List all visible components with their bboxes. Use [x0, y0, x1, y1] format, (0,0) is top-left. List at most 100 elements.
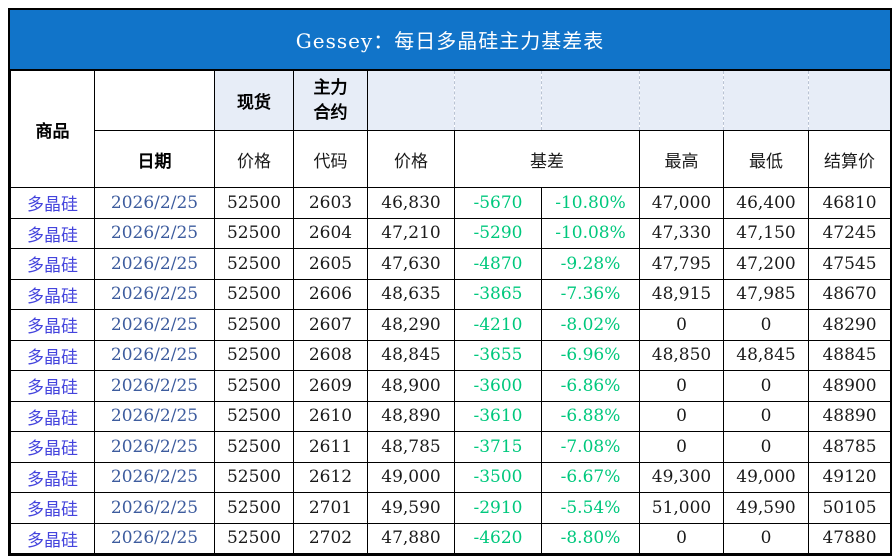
cell-main-price: 49,000 — [367, 461, 455, 493]
cell-commodity: 多晶硅 — [10, 461, 95, 493]
cell-main-price: 48,890 — [367, 400, 455, 432]
cell-high: 49,300 — [639, 461, 724, 493]
cell-low: 0 — [723, 431, 809, 463]
header-merged-blank-4 — [639, 70, 724, 131]
table-row: 多晶硅 2026/2/25 52500 2603 46,830 -5670 -1… — [10, 187, 891, 219]
cell-contract-code: 2603 — [293, 187, 368, 219]
cell-contract-code: 2606 — [293, 278, 368, 310]
header-empty-cell — [94, 70, 215, 131]
cell-low: 49,000 — [723, 461, 809, 493]
cell-commodity: 多晶硅 — [10, 217, 95, 249]
header-row-2: 日期 价格 代码 价格 基差 最高 最低 结算价 — [11, 130, 891, 188]
header-main-price: 价格 — [367, 130, 455, 188]
cell-main-price: 48,845 — [367, 339, 455, 371]
cell-basis: -3500 — [454, 461, 542, 493]
cell-commodity: 多晶硅 — [10, 522, 95, 554]
cell-spot-price: 52500 — [214, 309, 294, 341]
cell-basis-pct: -6.88% — [541, 400, 640, 432]
header-row-1: 商品 现货 主力合约 — [10, 70, 891, 188]
cell-basis-pct: -6.67% — [541, 461, 640, 493]
cell-high: 47,330 — [639, 217, 724, 249]
cell-basis-pct: -7.36% — [541, 278, 640, 310]
cell-basis: -3715 — [454, 431, 542, 463]
cell-basis: -3610 — [454, 400, 542, 432]
cell-contract-code: 2609 — [293, 370, 368, 402]
header-basis: 基差 — [454, 130, 640, 188]
table-row: 多晶硅 2026/2/25 52500 2604 47,210 -5290 -1… — [10, 217, 891, 249]
cell-basis-pct: -10.08% — [541, 217, 640, 249]
cell-high: 0 — [639, 370, 724, 402]
header-merged-blank-2 — [454, 70, 542, 131]
cell-main-price: 49,590 — [367, 492, 455, 524]
cell-high: 48,850 — [639, 339, 724, 371]
cell-main-price: 48,900 — [367, 370, 455, 402]
cell-date: 2026/2/25 — [94, 278, 215, 310]
cell-date: 2026/2/25 — [94, 522, 215, 554]
cell-high: 48,915 — [639, 278, 724, 310]
cell-low: 47,200 — [723, 248, 809, 280]
cell-contract-code: 2604 — [293, 217, 368, 249]
cell-basis: -5670 — [454, 187, 542, 219]
table-row: 多晶硅 2026/2/25 52500 2606 48,635 -3865 -7… — [10, 278, 891, 310]
daily-basis-table: Gessey：每日多晶硅主力基差表 商品 现货 主力合约 日期 价格 — [8, 8, 892, 556]
table-row: 多晶硅 2026/2/25 52500 2609 48,900 -3600 -6… — [10, 370, 891, 402]
cell-settlement: 47245 — [808, 217, 891, 249]
cell-date: 2026/2/25 — [94, 431, 215, 463]
table-row: 多晶硅 2026/2/25 52500 2701 49,590 -2910 -5… — [10, 492, 891, 524]
cell-commodity: 多晶硅 — [10, 431, 95, 463]
cell-basis: -5290 — [454, 217, 542, 249]
cell-spot-price: 52500 — [214, 187, 294, 219]
cell-contract-code: 2701 — [293, 492, 368, 524]
cell-low: 0 — [723, 400, 809, 432]
cell-main-price: 48,290 — [367, 309, 455, 341]
cell-contract-code: 2612 — [293, 461, 368, 493]
cell-low: 0 — [723, 370, 809, 402]
cell-contract-code: 2702 — [293, 522, 368, 554]
cell-spot-price: 52500 — [214, 339, 294, 371]
cell-settlement: 49120 — [808, 461, 891, 493]
cell-settlement: 48845 — [808, 339, 891, 371]
cell-date: 2026/2/25 — [94, 187, 215, 219]
basis-data-grid: 商品 现货 主力合约 日期 价格 代码 价格 基差 最高 最低 结算价 — [10, 70, 891, 554]
cell-basis-pct: -6.96% — [541, 339, 640, 371]
cell-basis-pct: -9.28% — [541, 248, 640, 280]
cell-spot-price: 52500 — [214, 248, 294, 280]
cell-commodity: 多晶硅 — [10, 278, 95, 310]
table-row: 多晶硅 2026/2/25 52500 2607 48,290 -4210 -8… — [10, 309, 891, 341]
cell-high: 47,795 — [639, 248, 724, 280]
header-commodity: 商品 — [10, 70, 95, 188]
cell-spot-price: 52500 — [214, 492, 294, 524]
cell-settlement: 47880 — [808, 522, 891, 554]
cell-basis: -4870 — [454, 248, 542, 280]
cell-basis-pct: -8.80% — [541, 522, 640, 554]
header-merged-blank-3 — [541, 70, 640, 131]
cell-high: 47,000 — [639, 187, 724, 219]
cell-high: 0 — [639, 309, 724, 341]
cell-settlement: 50105 — [808, 492, 891, 524]
table-row: 多晶硅 2026/2/25 52500 2611 48,785 -3715 -7… — [10, 431, 891, 463]
table-row: 多晶硅 2026/2/25 52500 2608 48,845 -3655 -6… — [10, 339, 891, 371]
cell-low: 47,150 — [723, 217, 809, 249]
cell-main-price: 47,210 — [367, 217, 455, 249]
cell-spot-price: 52500 — [214, 278, 294, 310]
cell-commodity: 多晶硅 — [10, 370, 95, 402]
cell-basis-pct: -5.54% — [541, 492, 640, 524]
cell-main-price: 47,880 — [367, 522, 455, 554]
cell-main-price: 47,630 — [367, 248, 455, 280]
cell-date: 2026/2/25 — [94, 400, 215, 432]
cell-spot-price: 52500 — [214, 400, 294, 432]
header-merged-blank-1 — [367, 70, 455, 131]
cell-basis-pct: -6.86% — [541, 370, 640, 402]
cell-spot-price: 52500 — [214, 217, 294, 249]
cell-spot-price: 52500 — [214, 431, 294, 463]
cell-date: 2026/2/25 — [94, 370, 215, 402]
header-settlement: 结算价 — [808, 130, 891, 188]
cell-low: 47,985 — [723, 278, 809, 310]
table-row: 多晶硅 2026/2/25 52500 2612 49,000 -3500 -6… — [10, 461, 891, 493]
cell-low: 48,845 — [723, 339, 809, 371]
header-low: 最低 — [723, 130, 809, 188]
cell-basis-pct: -7.08% — [541, 431, 640, 463]
cell-contract-code: 2611 — [293, 431, 368, 463]
cell-low: 0 — [723, 309, 809, 341]
cell-high: 51,000 — [639, 492, 724, 524]
